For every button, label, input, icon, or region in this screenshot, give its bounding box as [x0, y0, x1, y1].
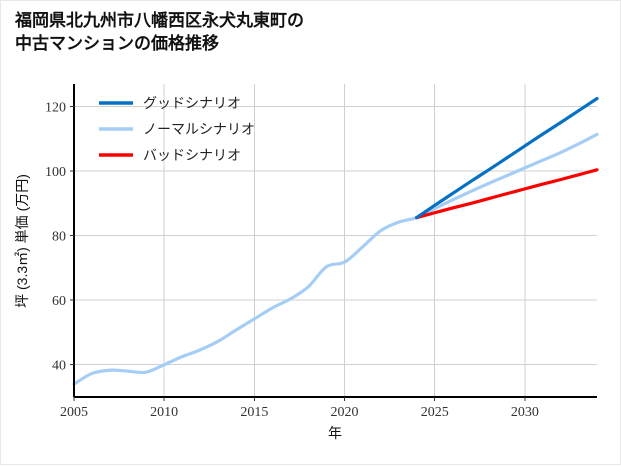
- y-tick-label: 40: [52, 359, 66, 374]
- y-tick-label: 100: [45, 165, 66, 180]
- y-tick-label: 80: [52, 230, 66, 245]
- legend-label-1: ノーマルシナリオ: [143, 123, 255, 138]
- series-line-1: [415, 96, 599, 220]
- series-line-0: [72, 132, 599, 386]
- x-tick-label: 2020: [331, 405, 359, 420]
- y-tick-label: 120: [45, 101, 66, 116]
- x-axis-tick-labels: 2005 2010 2015 2020 2025 2030: [60, 397, 539, 420]
- page-title: 福岡県北九州市八幡西区永犬丸東町の 中古マンションの価格推移: [15, 11, 304, 54]
- series-group: [72, 96, 599, 386]
- legend-label-2: バッドシナリオ: [143, 149, 241, 164]
- x-tick-label: 2010: [150, 405, 178, 420]
- y-axis-title: 坪 (3.3㎡) 単価 (万円): [14, 174, 30, 308]
- y-axis-tick-labels: 40 60 80 100 120: [45, 101, 74, 374]
- x-tick-label: 2025: [421, 405, 449, 420]
- gridlines-group: [73, 84, 597, 397]
- x-tick-label: 2005: [60, 405, 88, 420]
- x-axis-title: 年: [328, 425, 342, 441]
- series-line-2: [415, 168, 599, 220]
- x-tick-label: 2030: [511, 405, 539, 420]
- x-tick-label: 2015: [240, 405, 268, 420]
- y-tick-label: 60: [52, 294, 66, 309]
- axis-frame: [73, 84, 597, 398]
- legend-label-0: グッドシナリオ: [143, 96, 241, 112]
